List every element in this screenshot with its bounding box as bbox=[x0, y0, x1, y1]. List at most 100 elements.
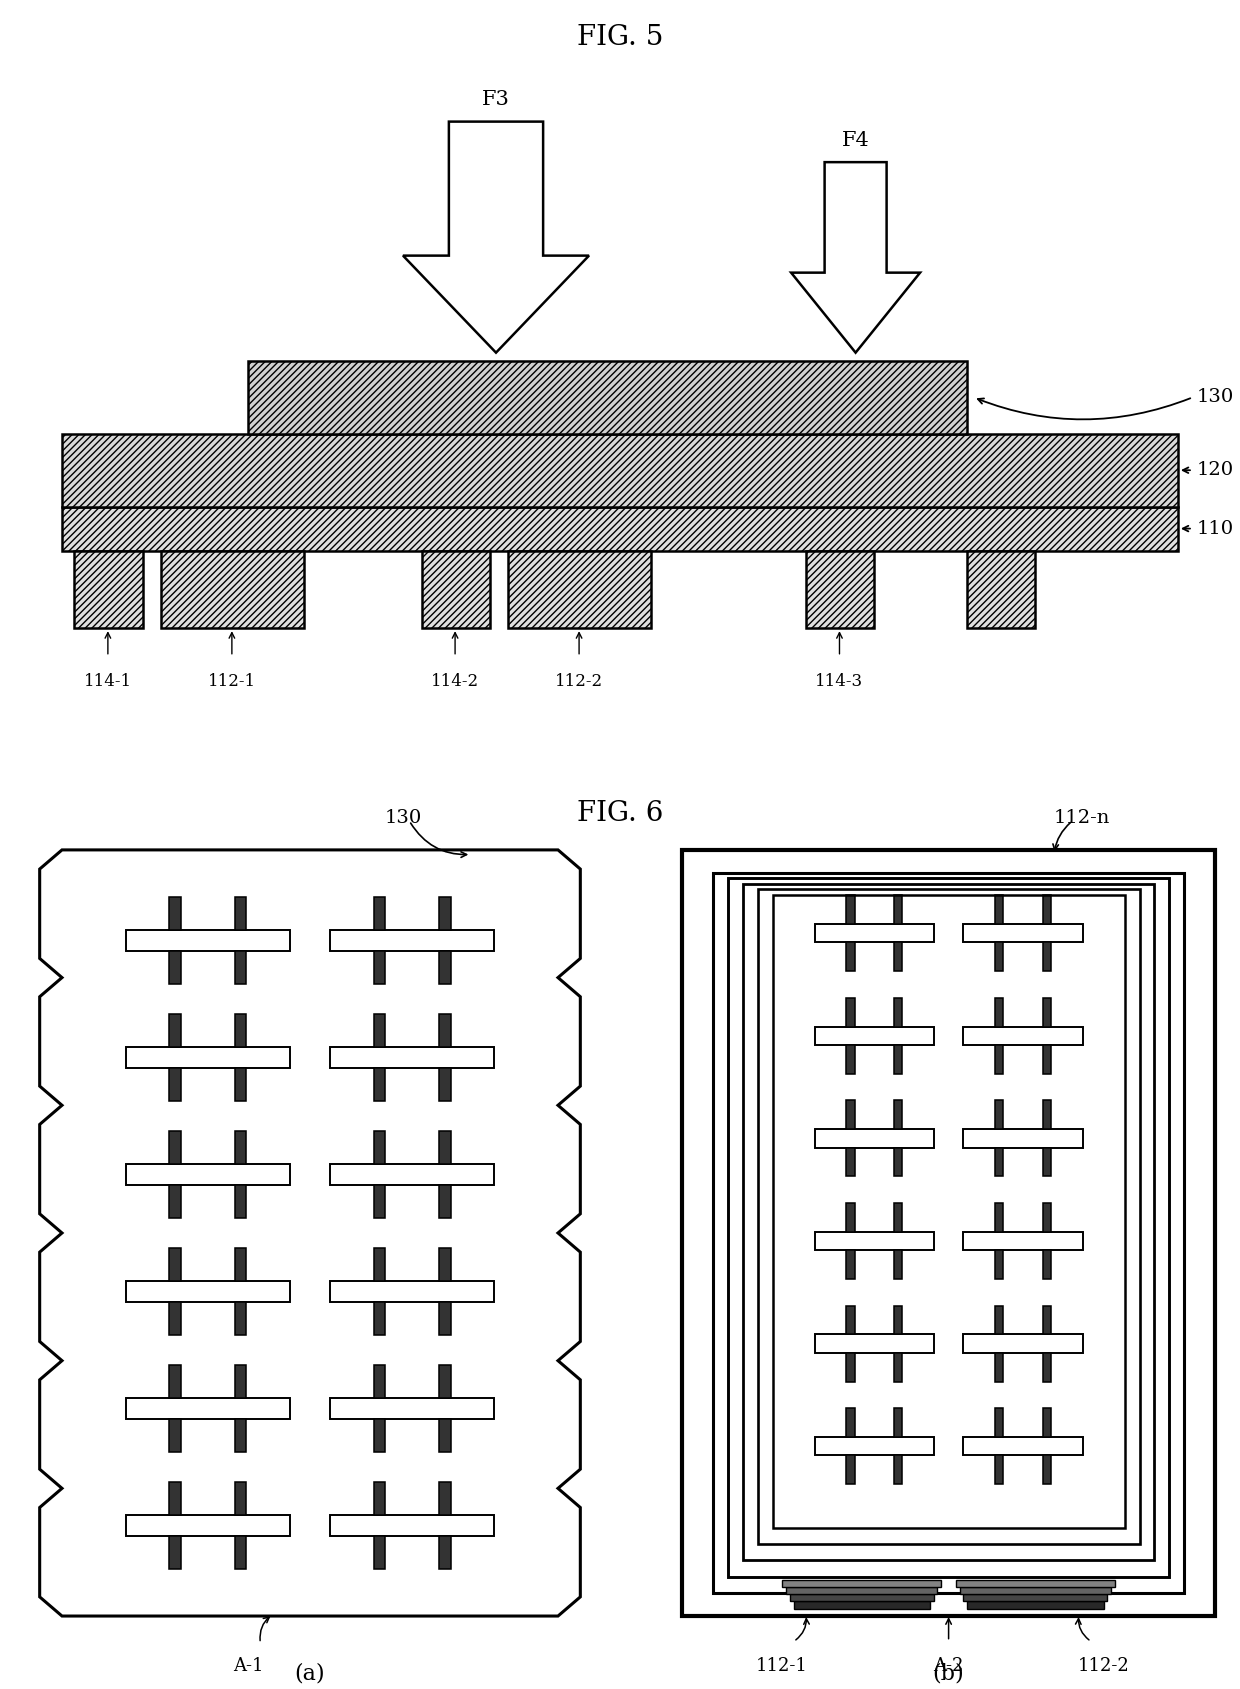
Bar bbox=[439, 1013, 451, 1047]
Bar bbox=[169, 1067, 181, 1101]
Bar bbox=[846, 1203, 854, 1231]
Bar bbox=[373, 1483, 386, 1515]
Text: (a): (a) bbox=[295, 1662, 325, 1684]
Bar bbox=[439, 897, 451, 931]
Bar bbox=[330, 1164, 494, 1186]
Bar bbox=[894, 1147, 903, 1176]
Bar bbox=[169, 1132, 181, 1164]
Bar bbox=[169, 1013, 181, 1047]
Bar bbox=[794, 1601, 930, 1608]
Bar bbox=[728, 878, 1169, 1578]
Bar bbox=[960, 1588, 1111, 1594]
Bar bbox=[126, 1164, 289, 1186]
Bar bbox=[894, 1203, 903, 1231]
Bar bbox=[439, 1535, 451, 1569]
Bar bbox=[994, 895, 1003, 924]
Bar bbox=[1043, 1456, 1052, 1485]
Bar bbox=[1043, 1306, 1052, 1334]
Text: 112-2: 112-2 bbox=[1078, 1657, 1130, 1675]
Text: 130: 130 bbox=[1197, 388, 1234, 407]
Bar bbox=[126, 1398, 289, 1419]
Bar bbox=[373, 1302, 386, 1334]
Bar bbox=[1043, 1147, 1052, 1176]
Bar bbox=[1043, 942, 1052, 971]
Bar bbox=[330, 1398, 494, 1419]
Bar bbox=[994, 998, 1003, 1027]
Bar bbox=[234, 1248, 247, 1280]
Bar bbox=[994, 942, 1003, 971]
Bar bbox=[773, 895, 1125, 1527]
Bar bbox=[1043, 1045, 1052, 1074]
Text: 112-1: 112-1 bbox=[208, 672, 255, 689]
Bar bbox=[1043, 998, 1052, 1027]
Bar bbox=[169, 1302, 181, 1334]
Bar bbox=[234, 897, 247, 931]
Bar bbox=[994, 1250, 1003, 1279]
Bar bbox=[74, 551, 143, 628]
Bar bbox=[126, 1515, 289, 1535]
Bar bbox=[373, 897, 386, 931]
Bar bbox=[713, 873, 1184, 1593]
Bar bbox=[894, 1456, 903, 1485]
Text: F3: F3 bbox=[482, 91, 510, 110]
Bar bbox=[373, 1535, 386, 1569]
Bar bbox=[422, 551, 490, 628]
Bar bbox=[234, 1132, 247, 1164]
Text: 112-2: 112-2 bbox=[556, 672, 603, 689]
Bar bbox=[967, 1601, 1104, 1608]
Bar bbox=[994, 1456, 1003, 1485]
Bar bbox=[963, 1594, 1107, 1601]
Polygon shape bbox=[40, 850, 580, 1616]
Text: A-2: A-2 bbox=[934, 1657, 963, 1675]
Bar bbox=[169, 1365, 181, 1398]
Bar bbox=[1043, 1100, 1052, 1130]
Bar bbox=[994, 1353, 1003, 1382]
Bar bbox=[894, 998, 903, 1027]
Bar bbox=[439, 1186, 451, 1218]
Bar bbox=[894, 1250, 903, 1279]
Bar bbox=[815, 1437, 934, 1456]
Bar bbox=[894, 1409, 903, 1437]
Bar bbox=[1043, 1353, 1052, 1382]
Bar bbox=[846, 1045, 854, 1074]
Bar bbox=[62, 434, 1178, 507]
Bar bbox=[894, 1045, 903, 1074]
Text: 130: 130 bbox=[384, 809, 422, 828]
Text: 110: 110 bbox=[1197, 520, 1234, 537]
Text: 114-2: 114-2 bbox=[432, 672, 479, 689]
Bar bbox=[439, 1067, 451, 1101]
Bar bbox=[234, 1535, 247, 1569]
Bar bbox=[963, 1027, 1083, 1045]
Bar bbox=[169, 897, 181, 931]
Bar bbox=[846, 998, 854, 1027]
Bar bbox=[994, 1045, 1003, 1074]
Bar bbox=[330, 1280, 494, 1302]
Bar bbox=[846, 1100, 854, 1130]
Bar bbox=[161, 551, 304, 628]
Bar bbox=[169, 1483, 181, 1515]
Bar bbox=[894, 942, 903, 971]
Polygon shape bbox=[791, 162, 920, 353]
Bar bbox=[234, 951, 247, 983]
Bar bbox=[169, 951, 181, 983]
Bar bbox=[782, 1579, 941, 1588]
Bar bbox=[330, 931, 494, 951]
Bar bbox=[234, 1013, 247, 1047]
Bar bbox=[894, 895, 903, 924]
Bar bbox=[1043, 895, 1052, 924]
Bar bbox=[894, 1100, 903, 1130]
Bar bbox=[682, 850, 1215, 1616]
Bar bbox=[330, 1515, 494, 1535]
Bar bbox=[786, 1588, 937, 1594]
Bar bbox=[330, 1047, 494, 1067]
Bar bbox=[894, 1353, 903, 1382]
Bar bbox=[815, 1130, 934, 1147]
Bar bbox=[846, 1250, 854, 1279]
Bar bbox=[373, 1365, 386, 1398]
Bar bbox=[846, 895, 854, 924]
Text: 120: 120 bbox=[1197, 461, 1234, 480]
Bar bbox=[126, 1280, 289, 1302]
Bar bbox=[743, 883, 1154, 1561]
Bar bbox=[846, 1147, 854, 1176]
Bar bbox=[994, 1306, 1003, 1334]
